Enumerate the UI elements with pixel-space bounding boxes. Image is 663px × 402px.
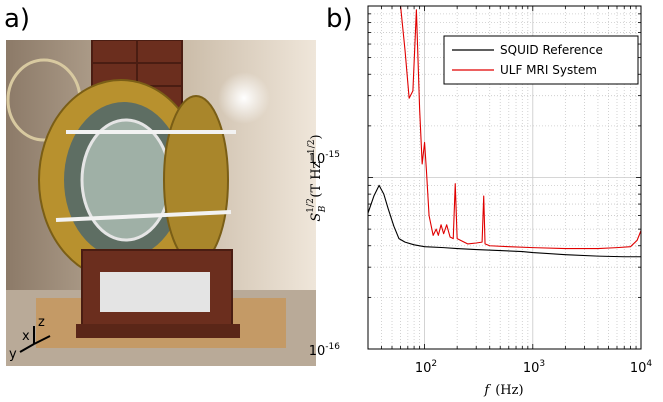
legend-box — [443, 35, 639, 85]
legend-label-reference: SQUID Reference — [500, 43, 603, 57]
x-axis-title: f (Hz) — [483, 383, 523, 398]
y-tick-label: 10-15 — [309, 150, 340, 167]
axis-y-label: y — [9, 347, 17, 362]
panel-label-a: a) — [4, 4, 31, 34]
series-line-ulf-mri-system — [400, 6, 641, 250]
series-line-squid-reference — [368, 184, 641, 258]
y-axis-title: S1/2 B(T Hz−1/2) — [306, 134, 328, 221]
legend-label-system: ULF MRI System — [500, 63, 597, 77]
panel-label-b: b) — [326, 4, 353, 34]
x-tick-label: 103 — [523, 359, 545, 376]
noise-spectrum-chart: 102 103 104 10-16 10-15 f (Hz) S1/2 B(T Hz… — [306, 5, 653, 398]
mri-system-photo: z x y — [6, 40, 316, 366]
legend: SQUID Reference ULF MRI System — [443, 35, 639, 85]
y-tick-label: 10-16 — [309, 342, 341, 359]
axis-x-label: x — [22, 329, 30, 344]
axis-z-label: z — [38, 315, 45, 330]
x-tick-label: 102 — [415, 359, 437, 376]
x-tick-label: 104 — [630, 359, 653, 376]
